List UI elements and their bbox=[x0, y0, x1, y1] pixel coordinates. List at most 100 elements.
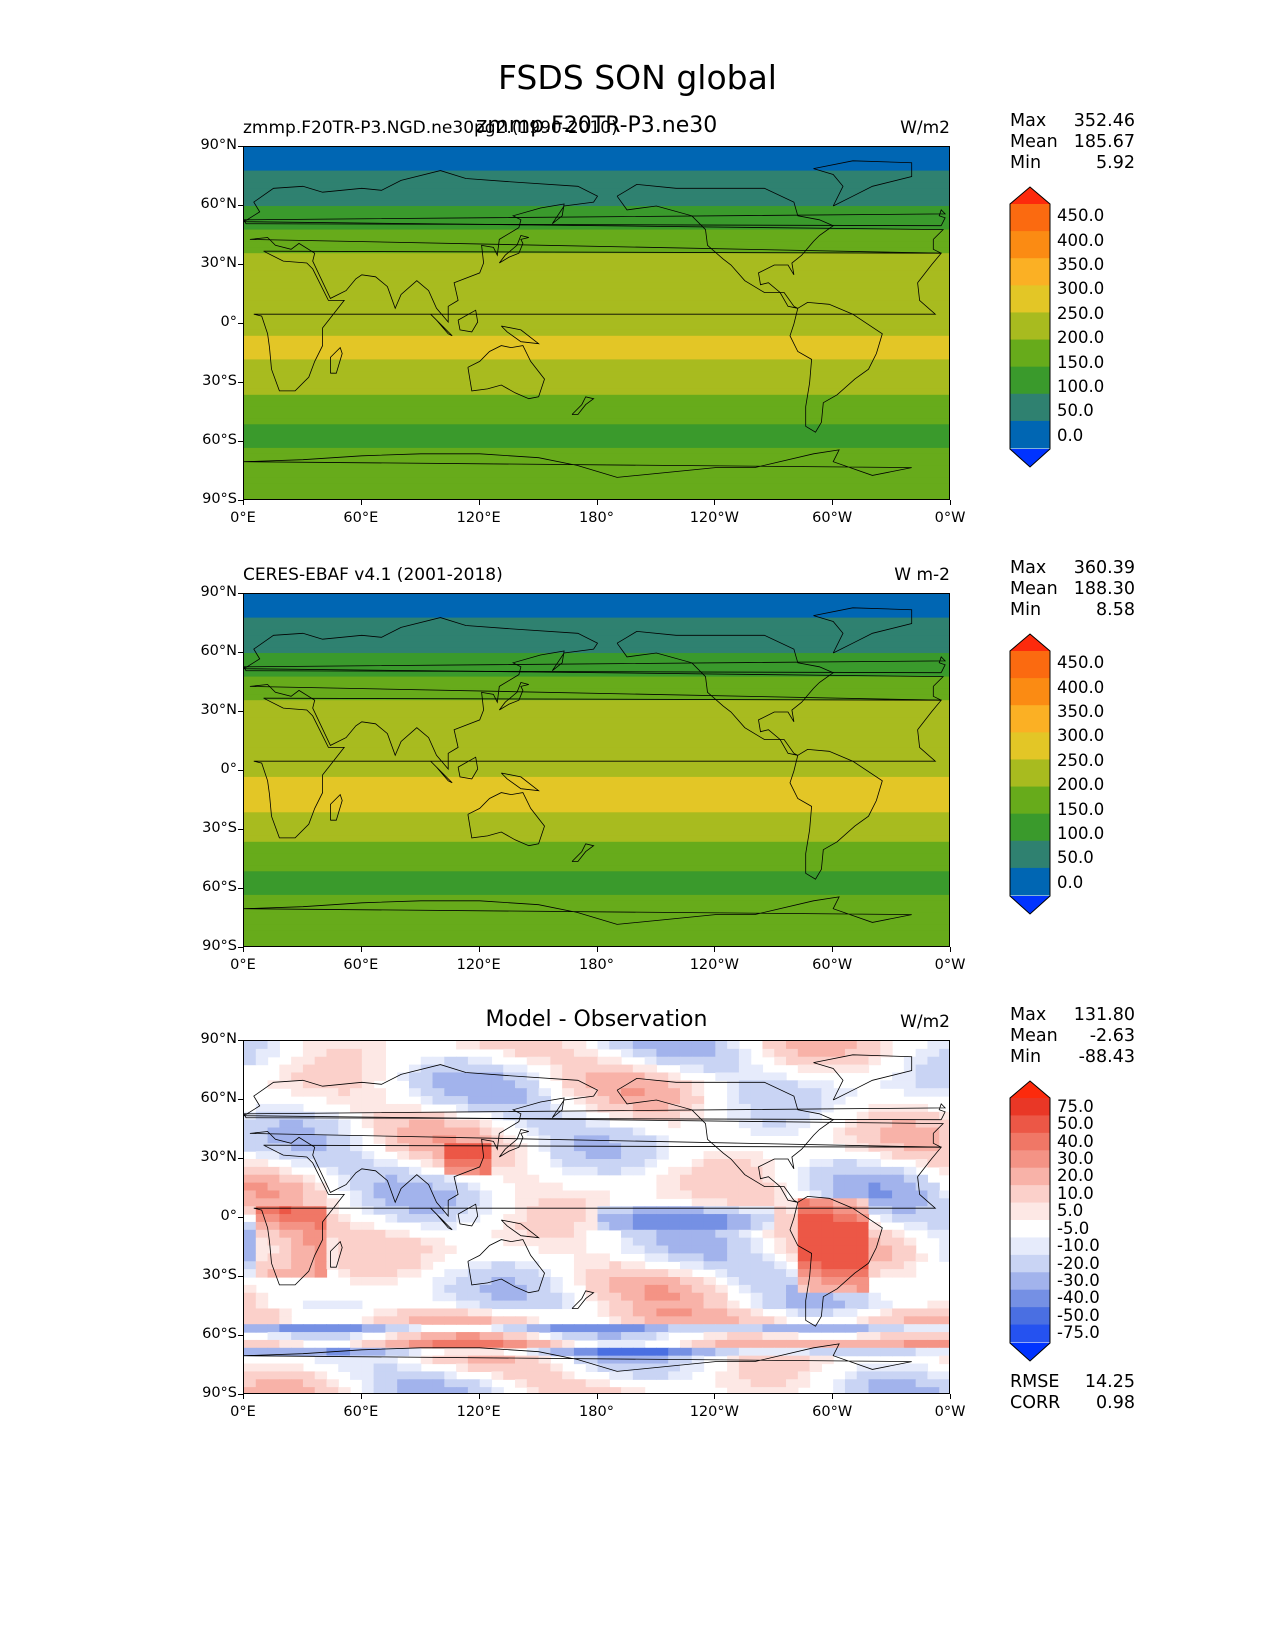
contour-cell bbox=[302, 1229, 316, 1239]
contour-cell bbox=[797, 1269, 811, 1278]
contour-cell bbox=[786, 1198, 799, 1207]
colorbar bbox=[1009, 186, 1051, 468]
contour-cell bbox=[550, 1198, 563, 1207]
contour-cell bbox=[703, 1229, 716, 1239]
contour-cell bbox=[691, 1056, 705, 1066]
map-svg bbox=[244, 594, 949, 946]
contour-cell bbox=[408, 1261, 422, 1270]
contour-cell bbox=[408, 1151, 422, 1160]
stat-row-max: Max 360.39 bbox=[1010, 558, 1135, 579]
contour-cell bbox=[715, 1237, 728, 1247]
contour-cell bbox=[844, 1143, 858, 1152]
contour-cell bbox=[467, 1347, 481, 1357]
contour-cell bbox=[939, 1088, 949, 1097]
contour-cell bbox=[774, 1111, 787, 1121]
contour-cell bbox=[868, 1245, 881, 1254]
contour-cell bbox=[479, 1151, 493, 1160]
coastline bbox=[813, 607, 913, 654]
contour-cell bbox=[821, 1308, 834, 1317]
contour-cell bbox=[621, 1332, 634, 1341]
contour-cell bbox=[420, 1198, 434, 1207]
contour-cell bbox=[491, 1111, 504, 1121]
contour-cell bbox=[432, 1245, 445, 1254]
y-tick-mark bbox=[238, 382, 243, 383]
contour-cell bbox=[326, 1111, 339, 1121]
contour-cell bbox=[679, 1182, 693, 1192]
contour-cell bbox=[786, 1300, 799, 1310]
contour-cell bbox=[515, 1088, 528, 1097]
contour-cell bbox=[491, 1041, 504, 1050]
contour-cell bbox=[350, 1237, 363, 1247]
contour-cell bbox=[408, 1206, 422, 1215]
contour-cell bbox=[703, 1316, 716, 1325]
contour-cell bbox=[585, 1324, 599, 1333]
contour-cell bbox=[338, 1300, 351, 1310]
contour-cell bbox=[656, 1214, 669, 1223]
contour-cell bbox=[338, 1237, 351, 1247]
contour-cell bbox=[444, 1332, 457, 1341]
panel-center-title: zmmp.F20TR-P3.ne30 bbox=[475, 113, 718, 138]
contour-cell bbox=[326, 1159, 339, 1168]
contour-cell bbox=[833, 1245, 846, 1254]
contour-cell bbox=[762, 1174, 775, 1184]
contour-cell bbox=[573, 1159, 587, 1168]
contour-cell bbox=[456, 1056, 469, 1066]
contour-cell bbox=[420, 1387, 434, 1393]
x-tick-mark bbox=[478, 947, 480, 952]
x-tick-label: 0°W bbox=[934, 510, 966, 526]
contour-cell bbox=[373, 1269, 386, 1278]
contour-cell bbox=[562, 1143, 575, 1152]
contour-cell bbox=[833, 1229, 846, 1239]
contour-cell bbox=[927, 1048, 940, 1058]
contour-cell bbox=[727, 1159, 740, 1168]
contour-cell bbox=[326, 1064, 339, 1074]
contour-cell bbox=[821, 1064, 834, 1074]
contour-cell bbox=[715, 1292, 728, 1302]
contour-cell bbox=[903, 1214, 917, 1223]
contour-cell bbox=[691, 1363, 705, 1372]
contour-cell bbox=[609, 1371, 622, 1380]
contour-cell bbox=[609, 1316, 622, 1325]
contour-cell bbox=[515, 1371, 528, 1380]
y-tick-label: 30°N bbox=[200, 255, 237, 271]
coastline bbox=[498, 1129, 529, 1158]
colorbar-segment bbox=[1010, 678, 1050, 706]
contour-cell bbox=[679, 1253, 693, 1262]
contour-cell bbox=[491, 1166, 504, 1176]
contour-cell bbox=[738, 1269, 752, 1278]
contour-cell bbox=[267, 1379, 280, 1388]
contour-cell bbox=[361, 1041, 375, 1050]
contour-cell bbox=[420, 1190, 434, 1199]
contour-cell bbox=[797, 1379, 811, 1388]
contour-cell bbox=[373, 1159, 386, 1168]
contour-cell bbox=[538, 1387, 551, 1393]
contour-cell bbox=[444, 1221, 457, 1231]
contour-cell bbox=[456, 1088, 469, 1097]
contour-cell bbox=[408, 1198, 422, 1207]
map-test bbox=[243, 146, 950, 500]
contour-cell bbox=[927, 1119, 940, 1129]
contour-band bbox=[244, 830, 949, 837]
contour-cell bbox=[632, 1300, 646, 1310]
contour-cell bbox=[632, 1127, 646, 1136]
colorbar-label: -40.0 bbox=[1057, 1288, 1100, 1308]
contour-cell bbox=[479, 1261, 493, 1270]
colorbar-extend-bottom bbox=[1010, 1343, 1050, 1361]
y-tick-mark bbox=[238, 888, 243, 889]
contour-cell bbox=[420, 1332, 434, 1341]
contour-cell bbox=[644, 1056, 658, 1066]
contour-cell bbox=[738, 1190, 752, 1199]
contour-cell bbox=[797, 1277, 811, 1286]
contour-cell bbox=[291, 1088, 304, 1097]
contour-cell bbox=[573, 1198, 587, 1207]
contour-cell bbox=[727, 1347, 740, 1357]
contour-band bbox=[244, 617, 949, 625]
contour-cell bbox=[774, 1072, 787, 1081]
contour-cell bbox=[467, 1277, 481, 1286]
contour-cell bbox=[562, 1292, 575, 1302]
colorbar-segment bbox=[1010, 1272, 1050, 1291]
contour-cell bbox=[856, 1206, 870, 1215]
contour-cell bbox=[397, 1143, 410, 1152]
contour-cell bbox=[338, 1261, 351, 1270]
contour-cell bbox=[444, 1284, 457, 1294]
